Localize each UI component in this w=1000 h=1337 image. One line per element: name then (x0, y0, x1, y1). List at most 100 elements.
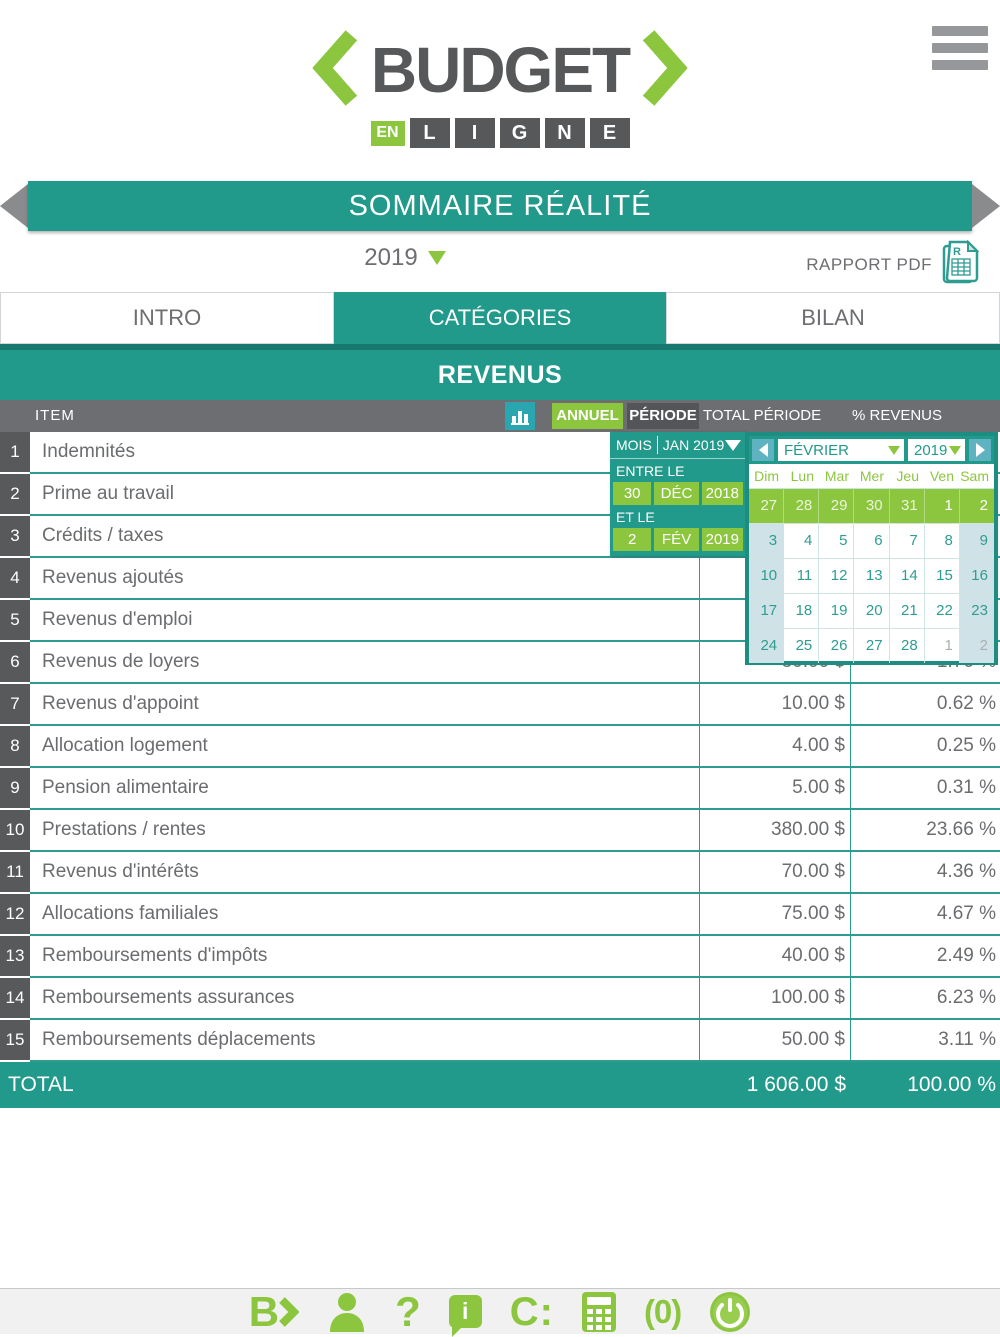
info-icon[interactable]: i (448, 1295, 482, 1337)
year-dropdown[interactable]: 2019 (320, 244, 490, 272)
row-number: 8 (0, 726, 30, 768)
row-label[interactable]: Remboursements déplacements (30, 1020, 700, 1062)
help-icon[interactable]: ? (395, 1290, 421, 1333)
banner-next-arrow[interactable] (972, 184, 1000, 228)
calendar-day[interactable]: 2 (958, 488, 994, 523)
logo-letter: I (454, 118, 495, 148)
logo-right-chevron-icon (639, 26, 689, 115)
calendar-day[interactable]: 25 (783, 628, 819, 663)
calendar-day[interactable]: 10 (749, 558, 784, 593)
calendar-day-names: Dim Lun Mar Mer Jeu Ven Sam (749, 464, 994, 488)
row-value[interactable]: 4.00 $ (700, 726, 851, 768)
start-day-button[interactable]: 30 (613, 482, 652, 505)
rapport-pdf-button[interactable]: RAPPORT PDF R (806, 239, 980, 289)
calendar-day[interactable]: 27 (853, 628, 889, 663)
row-value[interactable]: 380.00 $ (700, 810, 851, 852)
chevron-down-icon (888, 445, 900, 455)
calendar-day[interactable]: 7 (888, 523, 924, 558)
row-value[interactable]: 70.00 $ (700, 852, 851, 894)
calendar-day[interactable]: 13 (853, 558, 889, 593)
tab-intro[interactable]: INTRO (0, 292, 334, 344)
calendar-day[interactable]: 19 (818, 593, 854, 628)
calendar-day[interactable]: 21 (888, 593, 924, 628)
counter-reset-icon[interactable]: (0) (644, 1295, 682, 1328)
end-year-button[interactable]: 2019 (701, 528, 743, 551)
row-percent: 23.66 % (851, 810, 1000, 852)
budget-logo-icon[interactable]: B (248, 1287, 300, 1335)
hamburger-menu-icon[interactable] (932, 26, 988, 77)
row-value[interactable]: 75.00 $ (700, 894, 851, 936)
row-value[interactable]: 50.00 $ (700, 1020, 851, 1062)
app-logo: BUDGET EN L I G N E (0, 26, 1000, 148)
calendar-day[interactable]: 4 (783, 523, 819, 558)
row-value[interactable]: 10.00 $ (700, 684, 851, 726)
row-value[interactable]: 40.00 $ (700, 936, 851, 978)
row-value[interactable]: 100.00 $ (700, 978, 851, 1020)
row-label[interactable]: Allocations familiales (30, 894, 700, 936)
row-label[interactable]: Indemnités (30, 432, 700, 474)
calendar-day[interactable]: 1 (923, 628, 959, 663)
calendar-day[interactable]: 18 (783, 593, 819, 628)
calendar-day[interactable]: 24 (749, 628, 784, 663)
calendar-day[interactable]: 29 (818, 488, 854, 523)
row-label[interactable]: Crédits / taxes (30, 516, 700, 558)
calculator-icon[interactable] (581, 1291, 616, 1332)
row-label[interactable]: Revenus d'intérêts (30, 852, 700, 894)
tab-categories[interactable]: CATÉGORIES (334, 292, 666, 344)
row-label[interactable]: Prime au travail (30, 474, 700, 516)
calendar-month-select[interactable]: FÉVRIER (778, 439, 904, 461)
power-icon[interactable] (709, 1291, 751, 1333)
calendar-day[interactable]: 3 (749, 523, 784, 558)
bar-chart-icon[interactable] (505, 402, 535, 430)
user-icon[interactable] (327, 1292, 367, 1332)
calendar-day[interactable]: 22 (923, 593, 959, 628)
row-percent: 4.36 % (851, 852, 1000, 894)
end-month-button[interactable]: FÉV (654, 528, 699, 551)
row-label[interactable]: Prestations / rentes (30, 810, 700, 852)
calendar-day[interactable]: 28 (888, 628, 924, 663)
budget-b-glyph: B (248, 1287, 280, 1335)
calendar-day[interactable]: 5 (818, 523, 854, 558)
calendar-day[interactable]: 15 (923, 558, 959, 593)
row-label[interactable]: Revenus ajoutés (30, 558, 700, 600)
calendar-prev-month-button[interactable] (752, 439, 774, 461)
calendar-day[interactable]: 28 (783, 488, 819, 523)
end-day-button[interactable]: 2 (613, 528, 652, 551)
start-month-button[interactable]: DÉC (654, 482, 699, 505)
calendar-day[interactable]: 20 (853, 593, 889, 628)
calendar-day[interactable]: 6 (853, 523, 889, 558)
categories-icon[interactable]: C: (510, 1292, 554, 1332)
row-value[interactable]: 5.00 $ (700, 768, 851, 810)
calendar-day[interactable]: 31 (888, 488, 924, 523)
banner-prev-arrow[interactable] (0, 184, 28, 228)
calendar-day[interactable]: 2 (958, 628, 994, 663)
calendar-day[interactable]: 27 (749, 488, 784, 523)
calendar-day[interactable]: 23 (958, 593, 994, 628)
calendar-day[interactable]: 16 (958, 558, 994, 593)
calendar-day[interactable]: 12 (818, 558, 854, 593)
row-label[interactable]: Pension alimentaire (30, 768, 700, 810)
start-year-button[interactable]: 2018 (701, 482, 743, 505)
row-label[interactable]: Remboursements assurances (30, 978, 700, 1020)
calendar-day[interactable]: 1 (923, 488, 959, 523)
periode-button[interactable]: PÉRIODE (627, 403, 699, 429)
tab-bilan[interactable]: BILAN (666, 292, 1000, 344)
calendar-day[interactable]: 14 (888, 558, 924, 593)
row-label[interactable]: Remboursements d'impôts (30, 936, 700, 978)
row-label[interactable]: Allocation logement (30, 726, 700, 768)
calendar-day[interactable]: 17 (749, 593, 784, 628)
mois-dropdown[interactable]: MOIS JAN 2019 (610, 432, 746, 459)
calendar-day[interactable]: 30 (853, 488, 889, 523)
annuel-button[interactable]: ANNUEL (552, 403, 623, 429)
calendar-day[interactable]: 8 (923, 523, 959, 558)
calendar-day[interactable]: 9 (958, 523, 994, 558)
calendar-next-month-button[interactable] (969, 439, 991, 461)
calendar-year-select[interactable]: 2019 (908, 439, 965, 461)
row-label[interactable]: Revenus d'appoint (30, 684, 700, 726)
entre-le-label: ENTRE LE (616, 463, 685, 479)
row-label[interactable]: Revenus de loyers (30, 642, 700, 684)
calendar-day[interactable]: 11 (783, 558, 819, 593)
footer-toolbar: B ? i C: (0) (0, 1287, 1000, 1337)
calendar-day[interactable]: 26 (818, 628, 854, 663)
row-label[interactable]: Revenus d'emploi (30, 600, 700, 642)
